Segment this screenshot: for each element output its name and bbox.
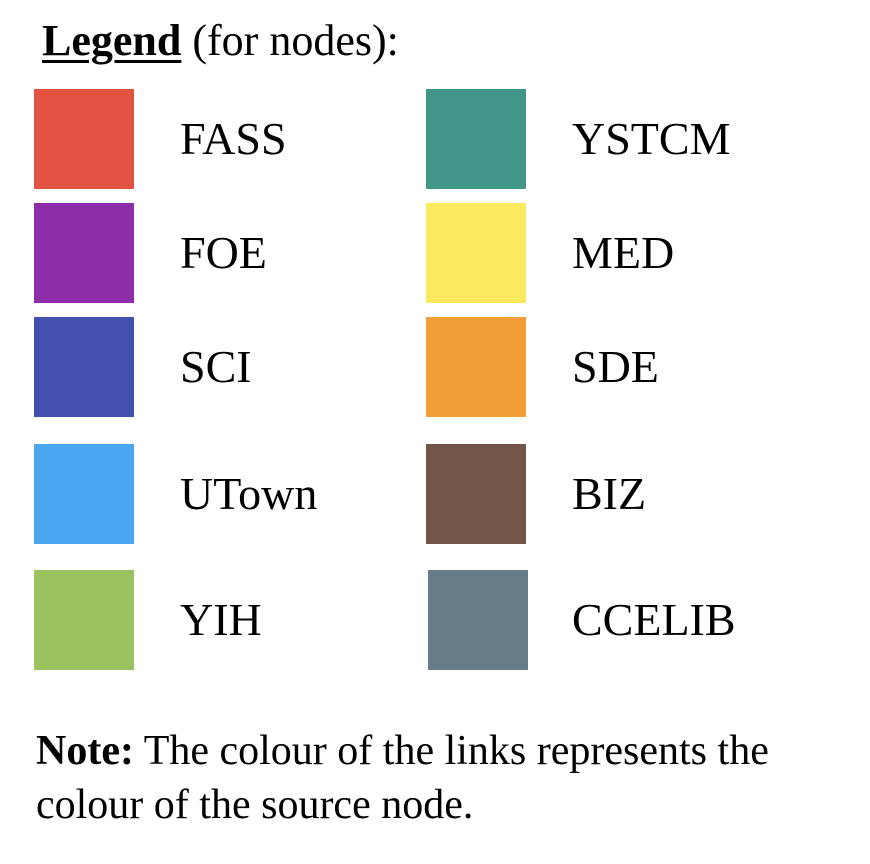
swatch-biz — [426, 444, 526, 544]
legend-entry-med: MED — [426, 203, 826, 303]
swatch-sde — [426, 317, 526, 417]
legend-entry-foe: FOE — [34, 203, 434, 303]
legend-label-utown: UTown — [180, 468, 318, 519]
legend-label-sde: SDE — [572, 341, 659, 392]
swatch-med — [426, 203, 526, 303]
swatch-foe — [34, 203, 134, 303]
legend-entry-biz: BIZ — [426, 444, 826, 544]
swatch-fass — [34, 89, 134, 189]
legend-entry-fass: FASS — [34, 89, 434, 189]
note-heading: Note: — [36, 728, 134, 774]
legend-heading: Legend — [42, 16, 182, 65]
legend-entry-utown: UTown — [34, 444, 434, 544]
legend-label-med: MED — [572, 227, 675, 278]
legend: FASS FOE SCI UTown YIH YSTCM MED SDE BIZ… — [34, 89, 828, 670]
note-text: The colour of the links represents the c… — [36, 728, 769, 828]
swatch-yih — [34, 570, 134, 670]
legend-label-yih: YIH — [180, 594, 262, 645]
legend-title: Legend (for nodes): — [42, 16, 399, 66]
legend-label-biz: BIZ — [572, 468, 647, 519]
swatch-ystcm — [426, 89, 526, 189]
legend-entry-ccelib: CCELIB — [428, 570, 828, 670]
legend-entry-ystcm: YSTCM — [426, 89, 826, 189]
legend-label-sci: SCI — [180, 341, 252, 392]
swatch-utown — [34, 444, 134, 544]
legend-entry-sci: SCI — [34, 317, 434, 417]
note: Note: The colour of the links represents… — [36, 724, 856, 832]
swatch-sci — [34, 317, 134, 417]
legend-label-foe: FOE — [180, 227, 267, 278]
legend-entry-sde: SDE — [426, 317, 826, 417]
legend-entry-yih: YIH — [34, 570, 434, 670]
swatch-ccelib — [428, 570, 528, 670]
legend-label-ccelib: CCELIB — [572, 594, 736, 645]
legend-subheading: (for nodes): — [181, 16, 399, 65]
legend-label-fass: FASS — [180, 113, 287, 164]
legend-label-ystcm: YSTCM — [572, 113, 731, 164]
